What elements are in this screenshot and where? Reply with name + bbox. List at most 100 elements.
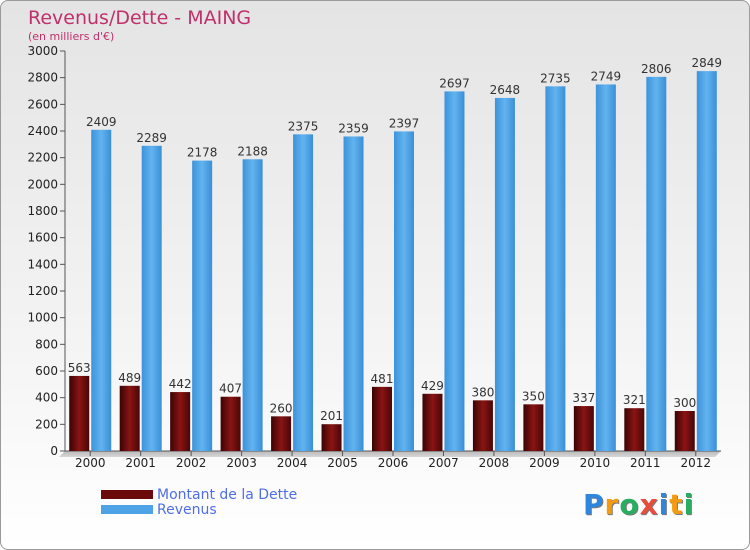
x-tick-label: 2003 [226,456,257,470]
y-tick-label: 2000 [27,177,58,191]
x-tick-label: 2008 [479,456,510,470]
bar-debt [271,416,292,451]
y-tick-label: 1600 [27,231,58,245]
logo-letter: x [639,488,659,521]
logo-letter: i [658,488,670,521]
legend-label-debt: Montant de la Dette [157,486,298,503]
x-tick-label: 2009 [529,456,560,470]
data-label-debt: 489 [118,371,141,385]
bar-revenue [192,160,213,451]
legend-label-revenue: Revenus [157,501,217,518]
y-tick-label: 1000 [27,311,58,325]
bar-revenue [494,97,515,451]
y-tick-label: 200 [35,417,58,431]
chart-title: Revenus/Dette - MAING [28,7,252,29]
bar-debt [170,392,191,451]
legend-swatch-revenue [101,505,153,514]
data-label-revenue: 2697 [439,76,470,90]
bar-revenue [444,91,465,452]
data-label-debt: 260 [270,401,293,415]
bar-revenue [646,76,667,451]
bar-revenue [394,131,414,451]
chart-subtitle: (en milliers d'€) [28,30,115,43]
x-tick-label: 2004 [277,456,308,470]
data-label-revenue: 2178 [187,146,218,160]
data-label-revenue: 2409 [86,115,117,129]
bar-debt [624,408,645,451]
bar-revenue [343,136,364,451]
legend-item-debt: Montant de la Dette [101,486,298,503]
bar-debt [674,411,695,451]
logo-letter: o [619,488,640,521]
data-label-revenue: 2375 [288,119,319,133]
bar-debt [422,393,443,451]
x-tick-label: 2000 [75,456,106,470]
data-label-revenue: 2749 [591,69,622,83]
x-tick-label: 2010 [580,456,611,470]
plot-area [65,51,721,451]
bar-debt [119,385,140,451]
legend: Montant de la Dette Revenus [101,486,298,518]
bar-debt [372,386,392,451]
data-label-debt: 481 [371,372,394,386]
data-label-debt: 337 [572,391,595,405]
data-label-revenue: 2806 [641,62,672,76]
y-tick-label: 800 [35,337,58,351]
logo-letter: i [683,488,695,521]
bar-revenue [595,84,616,451]
plot-floor [59,451,721,457]
legend-item-revenue: Revenus [101,501,297,518]
logo-letter: t [669,488,684,521]
data-label-revenue: 2289 [136,131,167,145]
bar-revenue [141,145,162,452]
x-tick-label: 2006 [378,456,409,470]
bar-debt [523,404,544,451]
data-label-debt: 563 [68,361,91,375]
proxiti-logo: Proxiti [583,488,694,521]
x-tick-label: 2012 [680,456,711,470]
data-label-debt: 407 [219,382,242,396]
bar-revenue [91,129,112,452]
data-label-revenue: 2359 [338,121,369,135]
data-label-debt: 321 [623,393,646,407]
x-tick-label: 2001 [125,456,156,470]
bar-debt [321,424,342,451]
data-label-revenue: 2849 [691,56,722,70]
y-tick-label: 400 [35,391,58,405]
data-label-debt: 429 [421,379,444,393]
bar-debt [472,400,493,451]
x-tick-label: 2005 [327,456,358,470]
data-label-revenue: 2648 [490,83,521,97]
y-tick-label: 2800 [27,71,58,85]
data-label-revenue: 2188 [237,144,268,158]
data-label-revenue: 2397 [389,116,420,130]
y-tick-label: 2200 [27,151,58,165]
legend-swatch-debt [101,490,153,499]
bar-revenue [293,134,314,452]
y-tick-label: 600 [35,364,58,378]
data-label-debt: 300 [673,396,696,410]
logo-letter: P [583,488,605,521]
data-label-debt: 442 [169,377,192,391]
data-label-revenue: 2735 [540,71,571,85]
y-tick-label: 0 [50,444,58,458]
bar-debt [69,375,90,451]
y-tick-label: 3000 [27,44,58,58]
x-tick-label: 2011 [630,456,661,470]
data-label-debt: 201 [320,409,343,423]
bar-revenue [545,86,566,451]
bar-revenue [242,159,263,451]
y-tick-label: 1200 [27,284,58,298]
data-label-debt: 380 [471,385,494,399]
bar-revenue [696,71,717,451]
data-label-debt: 350 [522,389,545,403]
y-tick-label: 2400 [27,124,58,138]
bar-debt [220,396,241,451]
bar-debt [573,406,594,451]
logo-letter: r [604,488,620,521]
y-tick-label: 2600 [27,97,58,111]
x-tick-label: 2002 [176,456,207,470]
x-tick-label: 2007 [428,456,459,470]
